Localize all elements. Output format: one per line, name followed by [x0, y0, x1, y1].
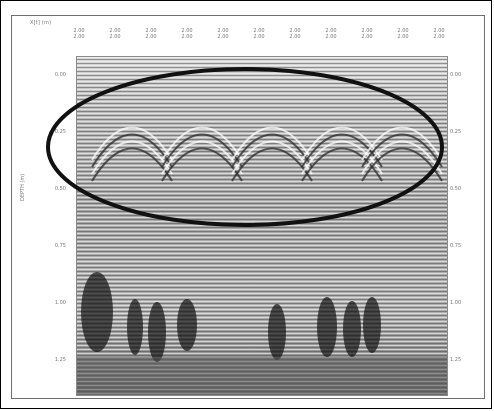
y-tick-label-right: 0.75 [450, 243, 462, 249]
hyperbola-arc [231, 147, 313, 182]
hyperbola-arc [91, 147, 173, 182]
hyperbola-arc [161, 147, 243, 182]
y-tick-label-right: 0.50 [450, 186, 462, 192]
hyperbola-arc [361, 126, 443, 161]
hyperbola-arc [301, 140, 383, 175]
x-tick-label: 2.00 2.00 [361, 28, 373, 40]
dark-anomaly [317, 297, 337, 357]
dark-anomaly [343, 301, 361, 357]
hyperbola-arc [91, 140, 173, 175]
y-tick-label-left: 0.50 [54, 186, 66, 192]
hyperbola-arc [161, 126, 243, 161]
dark-anomaly [363, 297, 381, 353]
hyperbola-arc [361, 133, 443, 168]
x-tick-label: 2.00 2.00 [217, 28, 229, 40]
y-tick-label-left: 0.75 [54, 243, 66, 249]
x-tick-label: 2.00 2.00 [181, 28, 193, 40]
hyperbola-arc [301, 133, 383, 168]
hyperbola-arc [231, 133, 313, 168]
hyperbola-arc [161, 140, 243, 175]
x-tick-label: 2.00 2.00 [73, 28, 85, 40]
x-tick-label: 2.00 2.00 [325, 28, 337, 40]
hyperbola-arc [361, 140, 443, 175]
y-tick-label-right: 0.00 [450, 72, 462, 78]
hyperbola-arc [301, 126, 383, 161]
x-tick-label: 2.00 2.00 [289, 28, 301, 40]
y-tick-label-left: 1.25 [54, 357, 66, 363]
hyperbola-arc [231, 140, 313, 175]
dark-anomaly [127, 299, 143, 355]
hyperbola-arc [301, 147, 383, 182]
x-tick-label: 2.00 2.00 [253, 28, 265, 40]
x-tick-label: 2.00 2.00 [145, 28, 157, 40]
dark-anomaly [268, 304, 286, 360]
x-tick-label: 2.00 2.00 [109, 28, 121, 40]
y-tick-label-left: 1.00 [54, 300, 66, 306]
dark-anomalies [81, 272, 381, 362]
y-tick-label-right: 0.25 [450, 129, 462, 135]
x-tick-label: 2.00 2.00 [433, 28, 445, 40]
y-tick-label-left: 0.00 [54, 72, 66, 78]
highlight-ellipse [46, 67, 444, 227]
y-tick-label-right: 1.00 [450, 300, 462, 306]
dark-anomaly [177, 299, 197, 351]
y-tick-label-left: 0.25 [54, 129, 66, 135]
x-tick-label: 2.00 2.00 [397, 28, 409, 40]
dark-anomaly [81, 272, 113, 352]
hyperbola-arc [161, 133, 243, 168]
hyperbola-arc [91, 133, 173, 168]
dark-anomaly [148, 302, 166, 362]
hyperbola-arc [231, 126, 313, 161]
y-tick-label-right: 1.25 [450, 357, 462, 363]
hyperbola-arc [91, 126, 173, 161]
x-axis-label: X[t] (m) [30, 20, 52, 26]
